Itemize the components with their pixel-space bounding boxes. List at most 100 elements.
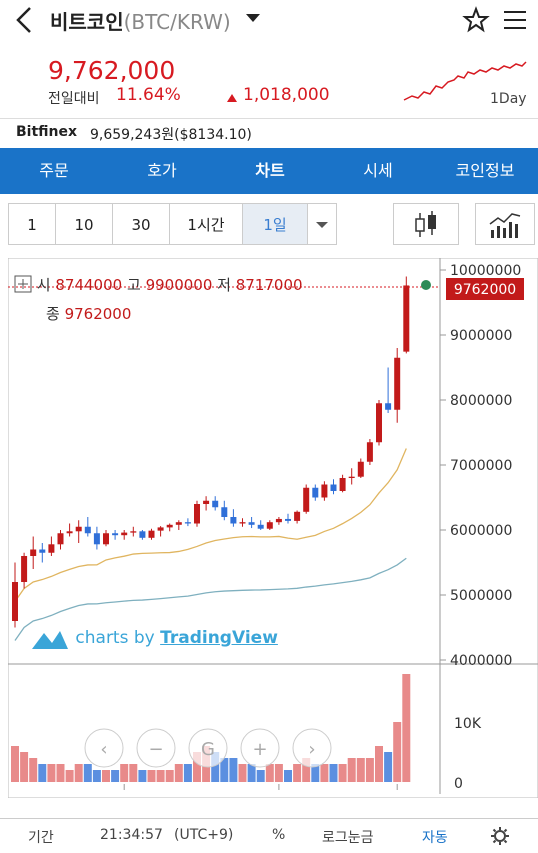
menu-icon[interactable]: [502, 8, 528, 32]
dropdown-caret-icon[interactable]: [244, 10, 262, 26]
main-tabs: 주문 호가 차트 시세 코인정보: [0, 148, 538, 194]
exchange-name: Bitfinex: [16, 124, 78, 140]
interval-1-button[interactable]: 1: [8, 203, 56, 245]
price-axis-label: 10000000: [450, 263, 521, 279]
candle-body: [239, 522, 246, 524]
tab-quotes[interactable]: 시세: [363, 161, 393, 180]
volume-axis-label: 10K: [454, 716, 482, 732]
candle-body: [203, 500, 210, 504]
change-percent: 11.64%: [116, 85, 181, 105]
exchange-price: 9,659,243원($8134.10): [90, 127, 252, 143]
open-label: 시: [36, 276, 51, 294]
back-arrow-icon[interactable]: [12, 6, 38, 34]
exchange-row: [0, 118, 538, 147]
zoom-prev-button-label: ‹: [100, 739, 107, 760]
zoom-next-button-label: ›: [308, 739, 315, 760]
price-chart[interactable]: 10000000 9000000 8000000 7000000 6000000 5000…: [8, 258, 538, 798]
volume-bar: [393, 722, 402, 782]
candle-body: [248, 522, 255, 525]
zoom-reset-button-label: G: [201, 739, 215, 760]
candle-body: [30, 549, 37, 556]
candle-body: [330, 484, 337, 491]
expand-legend-icon[interactable]: [14, 275, 32, 293]
zoom-next-button[interactable]: [292, 728, 332, 768]
candle-body: [66, 531, 73, 534]
candle-body: [84, 526, 91, 534]
zoom-in-button-label: +: [252, 739, 267, 760]
interval-1h-button[interactable]: 1시간: [169, 203, 243, 245]
candle-body: [157, 527, 164, 531]
close-label: 종: [46, 305, 60, 323]
candle-body: [348, 476, 355, 478]
volume-bar: [211, 752, 220, 782]
settings-gear-icon[interactable]: [490, 826, 510, 846]
candle-body: [130, 531, 137, 533]
volume-bar: [274, 764, 283, 782]
sparkline-chart: [403, 61, 527, 101]
volume-bar: [138, 770, 147, 782]
candle-body: [266, 522, 273, 529]
indicators-button[interactable]: [475, 203, 535, 245]
percent-toggle[interactable]: %: [272, 827, 286, 843]
chart-footer: 기간 21:34:57 (UTC+9) % 로그눈금 자동: [0, 818, 538, 853]
interval-30-button[interactable]: 30: [112, 203, 170, 245]
price-axis-label: 7000000: [450, 458, 512, 474]
candle-body: [12, 582, 18, 621]
tab-coin-info[interactable]: 코인정보: [455, 161, 515, 180]
volume-bar: [20, 752, 29, 782]
volume-bar: [384, 752, 393, 782]
volume-bar: [311, 764, 320, 782]
volume-bar: [65, 770, 74, 782]
volume-bar: [56, 764, 65, 782]
last-price-tag: [446, 278, 524, 300]
volume-bar: [247, 764, 256, 782]
timezone[interactable]: (UTC+9): [174, 827, 234, 843]
interval-10-button[interactable]: 10: [55, 203, 113, 245]
price-axis-label: 5000000: [450, 588, 512, 604]
candle-body: [166, 524, 173, 528]
candle-body: [139, 531, 146, 538]
price-axis-label: 9000000: [450, 328, 512, 344]
auto-scale-toggle[interactable]: 자동: [422, 830, 448, 846]
volume-bar: [220, 758, 229, 782]
coin-title: 비트코인(BTC/KRW): [50, 6, 231, 35]
ma-long-line: [14, 557, 407, 641]
candle-body: [39, 549, 46, 553]
candle-body: [394, 357, 401, 410]
candle-style-button[interactable]: [393, 203, 459, 245]
zoom-controls: ‹ − G + ›: [84, 728, 332, 768]
favorite-star-icon[interactable]: [462, 6, 490, 34]
volume-bar: [193, 752, 201, 782]
volume-bar: [183, 764, 192, 782]
change-label: 전일대비: [48, 91, 100, 107]
volume-bar: [284, 770, 292, 782]
ma-short-line: [14, 448, 407, 602]
live-indicator: [421, 280, 431, 290]
volume-bar: [156, 770, 165, 782]
last-price-label: 9762000: [454, 282, 516, 298]
zoom-in-button[interactable]: [240, 728, 280, 768]
candle-body: [75, 526, 82, 532]
candle-body: [275, 518, 282, 523]
candle-body: [385, 403, 392, 410]
tab-chart[interactable]: 차트: [255, 161, 285, 180]
candle-body: [103, 533, 109, 545]
volume-bar: [329, 764, 338, 782]
open-value: 8744000: [55, 276, 123, 294]
tab-orderbook[interactable]: 호가: [147, 161, 177, 180]
coin-name: 비트코인: [50, 10, 124, 34]
interval-1d-button[interactable]: 1일: [242, 203, 308, 245]
candle-body: [194, 504, 200, 524]
period-button[interactable]: 기간: [28, 830, 54, 846]
zoom-prev-button[interactable]: [84, 728, 124, 768]
tradingview-watermark[interactable]: charts by TradingView: [30, 625, 278, 651]
interval-dropdown[interactable]: [307, 203, 337, 245]
zoom-out-button[interactable]: [136, 728, 176, 768]
tab-order[interactable]: 주문: [39, 161, 69, 180]
log-scale-toggle[interactable]: 로그눈금: [322, 830, 374, 846]
candle-body: [257, 524, 264, 529]
zoom-reset-button[interactable]: [188, 728, 228, 768]
candle-body: [294, 511, 301, 521]
candle-body: [285, 518, 291, 521]
low-value: 8717000: [235, 276, 303, 294]
